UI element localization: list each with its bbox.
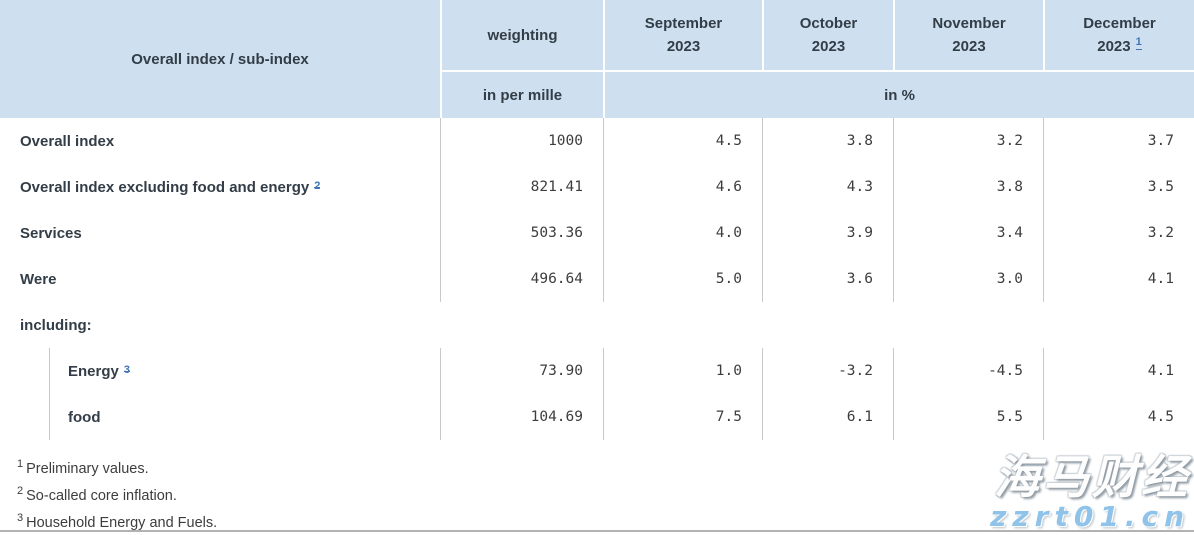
row-label: Energy 3 [68, 362, 130, 380]
value-september: 4.5 [603, 118, 762, 164]
footnote-link-2[interactable]: 2 [314, 180, 321, 192]
value-september: 5.0 [603, 256, 762, 302]
footnote-2: 2 So-called core inflation. [17, 480, 1194, 507]
month-header-september: September 2023 [603, 0, 762, 70]
value-december: 3.7 [1043, 118, 1194, 164]
month-year: 2023 [811, 38, 846, 55]
value-october: 3.6 [762, 256, 893, 302]
value-december: 4.1 [1043, 348, 1194, 394]
value-november: -4.5 [893, 348, 1043, 394]
page-bottom-divider [0, 530, 1194, 532]
section-row-including: including: [0, 302, 1194, 348]
month-name: October [799, 15, 858, 32]
month-header-october: October 2023 [762, 0, 893, 70]
table-header: Overall index / sub-index weighting Sept… [0, 0, 1194, 118]
month-name: November [932, 15, 1006, 32]
value-december: 4.1 [1043, 256, 1194, 302]
weighting-value: 503.36 [440, 210, 603, 256]
weighting-header-cell: weighting [440, 0, 603, 70]
footnote-3-marker: 3 [17, 511, 24, 524]
month-year: 2023 [952, 38, 986, 55]
value-november: 3.8 [893, 164, 1043, 210]
value-november: 3.0 [893, 256, 1043, 302]
value-september: 7.5 [603, 394, 762, 440]
footnote-1: 1 Preliminary values. [17, 453, 1194, 480]
month-header-december: December 2023 1 [1043, 0, 1194, 70]
weighting-value: 496.64 [440, 256, 603, 302]
weighting-unit-cell: in per mille [440, 70, 603, 118]
footnote-1-text: Preliminary values. [26, 460, 149, 477]
footnote-link-3[interactable]: 3 [123, 364, 130, 376]
value-december: 3.2 [1043, 210, 1194, 256]
footnote-link-1[interactable]: 1 [1135, 36, 1142, 50]
value-november: 3.2 [893, 118, 1043, 164]
table-row-overall-index: Overall index 1000 4.5 3.8 3.2 3.7 [0, 118, 1194, 164]
table-body: Overall index 1000 4.5 3.8 3.2 3.7 Overa… [0, 118, 1194, 440]
row-label: Overall index excluding food and energy 2 [20, 178, 321, 196]
month-header-november: November 2023 [893, 0, 1043, 70]
table-row-goods: Were 496.64 5.0 3.6 3.0 4.1 [0, 256, 1194, 302]
month-year: 2023 [666, 38, 701, 55]
table-row-services: Services 503.36 4.0 3.9 3.4 3.2 [0, 210, 1194, 256]
footnotes: 1 Preliminary values. 2 So-called core inf… [0, 440, 1194, 533]
weighting-value: 104.69 [440, 394, 603, 440]
corner-header-label: Overall index / sub-index [131, 50, 309, 68]
weighting-unit-label: in per mille [482, 86, 563, 104]
footnote-2-marker: 2 [17, 484, 24, 497]
value-october: -3.2 [762, 348, 893, 394]
value-november: 3.4 [893, 210, 1043, 256]
value-october: 4.3 [762, 164, 893, 210]
footnote-2-text: So-called core inflation. [26, 487, 177, 504]
weighting-value: 821.41 [440, 164, 603, 210]
value-october: 3.9 [762, 210, 893, 256]
value-september: 4.0 [603, 210, 762, 256]
month-name: December [1083, 15, 1156, 32]
value-october: 3.8 [762, 118, 893, 164]
value-october: 6.1 [762, 394, 893, 440]
value-september: 1.0 [603, 348, 762, 394]
sub-index-group: Energy 3 73.90 1.0 -3.2 -4.5 4.1 food 104… [0, 348, 1194, 440]
percent-unit-cell: in % [603, 70, 1194, 118]
row-label: Services [20, 224, 82, 242]
footnote-3: 3 Household Energy and Fuels. [17, 507, 1194, 534]
value-december: 3.5 [1043, 164, 1194, 210]
table-row-food: food 104.69 7.5 6.1 5.5 4.5 [0, 394, 1194, 440]
weighting-value: 73.90 [440, 348, 603, 394]
value-november: 5.5 [893, 394, 1043, 440]
value-september: 4.6 [603, 164, 762, 210]
percent-unit-label: in % [884, 86, 915, 104]
corner-header-cell: Overall index / sub-index [0, 0, 440, 118]
table-row-energy: Energy 3 73.90 1.0 -3.2 -4.5 4.1 [0, 348, 1194, 394]
weighting-header-label: weighting [487, 26, 558, 44]
row-label: Overall index [20, 132, 115, 150]
section-label: including: [20, 316, 92, 334]
footnote-1-marker: 1 [17, 458, 24, 470]
footnote-3-text: Household Energy and Fuels. [26, 514, 218, 531]
value-december: 4.5 [1043, 394, 1194, 440]
weighting-value: 1000 [440, 118, 603, 164]
month-year: 2023 1 [1097, 36, 1142, 55]
month-name: September [644, 15, 723, 32]
row-label: food [68, 408, 101, 426]
row-label: Were [20, 270, 57, 288]
table-row-core-inflation: Overall index excluding food and energy 2… [0, 164, 1194, 210]
